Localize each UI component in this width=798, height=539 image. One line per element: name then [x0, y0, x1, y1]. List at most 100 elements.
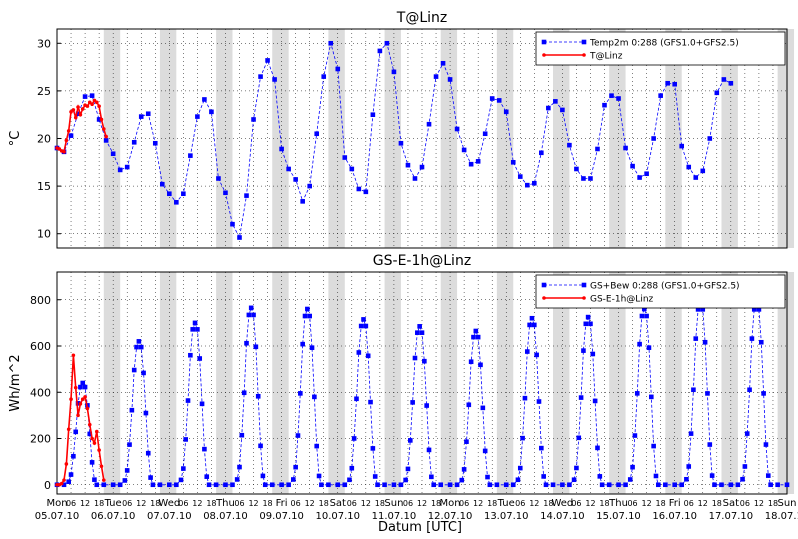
hour-tick-label: 06	[684, 499, 694, 508]
data-point	[372, 474, 378, 479]
data-point	[129, 407, 135, 413]
hour-tick-label: 06	[740, 499, 750, 508]
data-point	[571, 477, 577, 483]
data-point	[321, 74, 327, 79]
hour-tick-label: 12	[698, 499, 708, 508]
data-point	[433, 74, 439, 79]
data-point	[707, 442, 713, 447]
data-point	[721, 77, 727, 82]
hour-tick-label: 06	[122, 499, 132, 508]
data-point	[354, 396, 359, 402]
day-tick-label: Sun	[384, 498, 403, 509]
data-point	[251, 312, 256, 318]
data-point	[202, 97, 207, 102]
data-point	[131, 367, 137, 373]
data-point	[419, 330, 425, 335]
data-point	[539, 445, 544, 451]
date-tick-label: 12.07.10	[428, 511, 473, 522]
data-point	[66, 479, 71, 484]
irradiance-panel: 0 200 400 600 800 GS-E-1h@Linz Wh/m^2 GS+Bew 0:…	[8, 253, 795, 495]
data-point	[644, 313, 649, 319]
data-point	[590, 351, 596, 357]
data-point	[688, 431, 694, 436]
data-point	[216, 176, 221, 181]
series-line	[56, 99, 107, 153]
data-point	[693, 336, 699, 341]
data-point	[363, 189, 369, 195]
legend-marker	[581, 282, 587, 288]
data-point	[83, 395, 87, 399]
data-point	[588, 321, 593, 327]
legend-label: T@Linz	[589, 52, 623, 62]
night-shade-band	[328, 272, 345, 494]
data-point	[637, 341, 642, 347]
data-point	[616, 96, 621, 101]
data-point	[651, 443, 656, 449]
data-point	[431, 482, 436, 488]
data-point	[204, 474, 210, 479]
data-point	[475, 334, 481, 340]
data-point	[94, 100, 99, 105]
hour-tick-label: 06	[178, 499, 188, 508]
legend: GS+Bew 0:288 (GFS1.0+GFS2.5) GS-E-1h@Linz	[535, 274, 786, 309]
data-point	[695, 307, 701, 312]
data-point	[471, 334, 476, 340]
data-point	[672, 81, 677, 87]
data-point	[94, 429, 99, 434]
hour-tick-label: 12	[192, 499, 202, 508]
data-point	[251, 117, 256, 122]
y-tick-label: 10	[37, 228, 51, 241]
hour-tick-label: 12	[417, 499, 427, 508]
data-point	[639, 313, 645, 319]
data-point	[90, 102, 94, 107]
hour-tick-label: 06	[627, 499, 637, 508]
date-tick-label: 08.07.10	[203, 511, 248, 522]
hour-tick-label: 06	[459, 499, 469, 508]
hour-tick-label: 06	[515, 499, 525, 508]
data-point	[349, 465, 355, 471]
data-point	[64, 462, 69, 466]
data-point	[213, 482, 219, 488]
data-point	[585, 314, 591, 320]
data-point	[758, 339, 764, 345]
data-point	[728, 80, 734, 86]
data-point	[197, 356, 203, 361]
date-tick-label: 09.07.10	[259, 511, 304, 522]
data-point	[305, 306, 310, 312]
data-point	[258, 443, 263, 449]
data-point	[76, 413, 80, 418]
data-point	[307, 313, 312, 319]
data-point	[510, 482, 516, 488]
data-point	[183, 437, 188, 442]
hour-tick-label: 18	[487, 499, 497, 508]
date-tick-label: 15.07.10	[596, 511, 641, 522]
data-point	[127, 442, 132, 447]
data-point	[543, 482, 549, 488]
data-point	[522, 395, 528, 401]
y-tick-label: 15	[37, 180, 51, 193]
data-point	[517, 174, 523, 179]
legend: Temp2m 0:288 (GFS1.0+GFS2.5) T@Linz	[535, 31, 786, 66]
hour-tick-label: 18	[599, 499, 609, 508]
data-point	[768, 482, 773, 488]
data-point	[496, 98, 502, 103]
date-tick-label: 06.07.10	[91, 511, 136, 522]
day-tick-label: Sun	[777, 498, 796, 509]
data-point	[351, 436, 357, 441]
data-point	[368, 399, 373, 405]
data-point	[230, 221, 235, 227]
data-point	[581, 348, 586, 353]
data-point	[279, 482, 284, 488]
data-point	[307, 183, 312, 189]
hour-tick-label: 06	[347, 499, 357, 508]
data-point	[410, 400, 415, 405]
data-point	[223, 190, 228, 196]
data-point	[534, 352, 539, 358]
data-point	[206, 482, 212, 488]
data-point	[422, 358, 427, 364]
date-tick-label: 16.07.10	[652, 511, 697, 522]
data-point	[185, 398, 191, 403]
data-point	[117, 167, 123, 173]
x-axis-title: Datum [UTC]	[378, 520, 462, 535]
data-point	[167, 191, 172, 197]
